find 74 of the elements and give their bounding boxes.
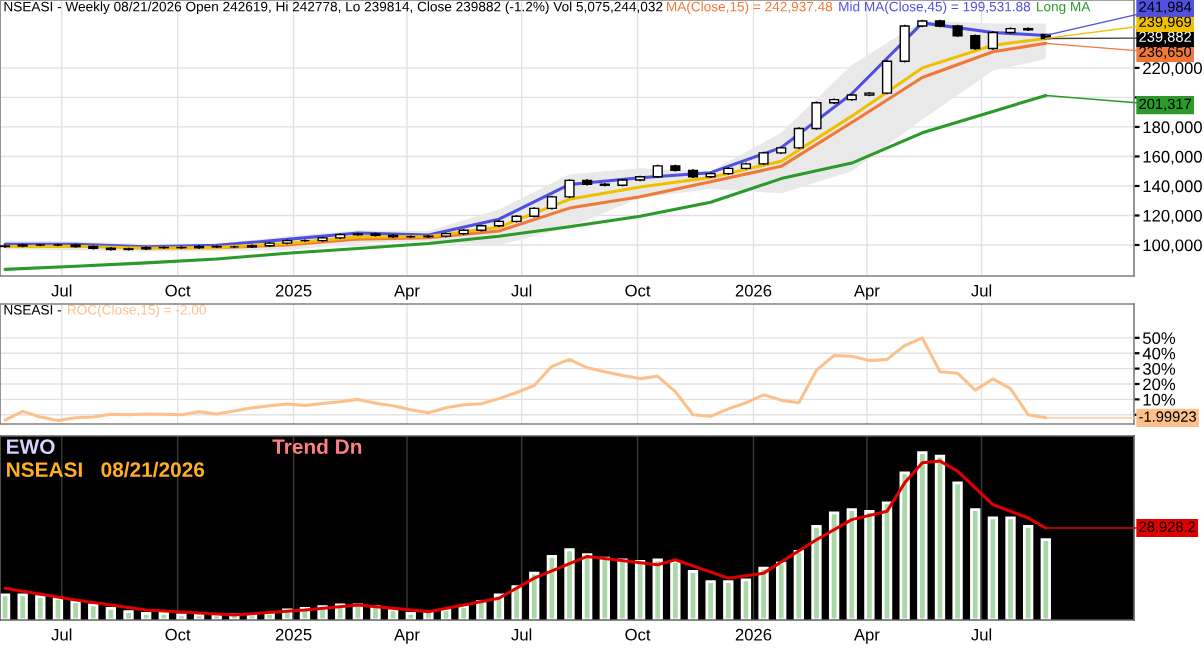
bar — [176, 613, 187, 620]
annotation: Trend Dn — [272, 438, 362, 455]
bar — [17, 593, 28, 620]
bar — [405, 611, 416, 620]
y-tick-label: 220,000 — [1143, 62, 1202, 77]
bar — [670, 560, 681, 620]
bar — [564, 548, 575, 620]
bar — [123, 610, 134, 620]
x-tick-label: Jul — [971, 284, 992, 297]
annotation: EWO — [7, 439, 55, 455]
candlestick — [987, 30, 998, 51]
x-tick-label: Jul — [511, 284, 532, 297]
bar — [88, 603, 99, 620]
bar — [687, 570, 699, 620]
bar — [705, 580, 716, 620]
y-tick-label: 20% — [1143, 378, 1176, 391]
bar — [140, 611, 152, 620]
candlestick — [881, 59, 893, 96]
x-tick-label: 2025 — [275, 284, 312, 297]
bar — [776, 561, 787, 620]
x-tick-label: Apr — [394, 284, 420, 300]
y-tick-label: 160,000 — [1143, 150, 1202, 165]
bar — [546, 555, 558, 620]
x-tick-label: 2026 — [735, 628, 772, 641]
x-tick-label: Oct — [165, 628, 191, 641]
bar — [917, 451, 928, 620]
bar — [793, 550, 805, 620]
bar — [740, 578, 752, 620]
bar — [811, 524, 822, 620]
bar — [846, 508, 857, 620]
y-tick-label: 50% — [1143, 332, 1176, 345]
bar — [723, 580, 734, 620]
bar — [881, 501, 893, 620]
x-tick-label: Apr — [853, 628, 880, 644]
x-tick-label: 2026 — [735, 284, 772, 297]
bar — [828, 511, 840, 620]
bar — [105, 606, 117, 620]
y-tick-label: 100,000 — [1143, 239, 1202, 254]
bar — [864, 509, 875, 620]
bar — [70, 600, 81, 620]
x-tick-label: Jul — [51, 284, 72, 297]
bar — [934, 454, 946, 620]
x-tick-label: Apr — [853, 284, 880, 300]
x-tick-label: Jul — [971, 628, 992, 641]
bar — [617, 558, 628, 620]
bar — [758, 566, 769, 620]
candlestick — [811, 100, 822, 131]
bar — [987, 516, 999, 620]
bar — [1040, 538, 1051, 620]
y-tick-label: 30% — [1142, 363, 1176, 375]
y-tick-label: 10% — [1143, 393, 1176, 406]
y-tick-label: 140,000 — [1143, 180, 1202, 195]
x-tick-label: Oct — [625, 628, 651, 641]
x-tick-label: 2025 — [275, 628, 312, 641]
bar — [952, 481, 963, 620]
bar — [1005, 516, 1016, 620]
bar — [634, 560, 646, 620]
x-tick-label: Apr — [394, 628, 420, 644]
annotation: NSEASI 08/21/2026 — [7, 461, 205, 478]
y-tick-label: 40% — [1142, 347, 1176, 360]
bar — [35, 595, 46, 620]
x-tick-label: Jul — [511, 628, 532, 641]
bar — [899, 471, 910, 620]
y-tick-label: 120,000 — [1143, 209, 1202, 224]
bar — [581, 553, 593, 620]
bar — [652, 558, 663, 620]
x-tick-label: Oct — [165, 284, 191, 297]
x-tick-label: Oct — [625, 284, 651, 297]
bar — [511, 585, 522, 620]
y-tick-label: 180,000 — [1143, 121, 1202, 136]
bar — [970, 508, 981, 620]
x-tick-label: Jul — [51, 628, 72, 641]
bar — [599, 556, 610, 620]
bar — [1022, 524, 1034, 620]
